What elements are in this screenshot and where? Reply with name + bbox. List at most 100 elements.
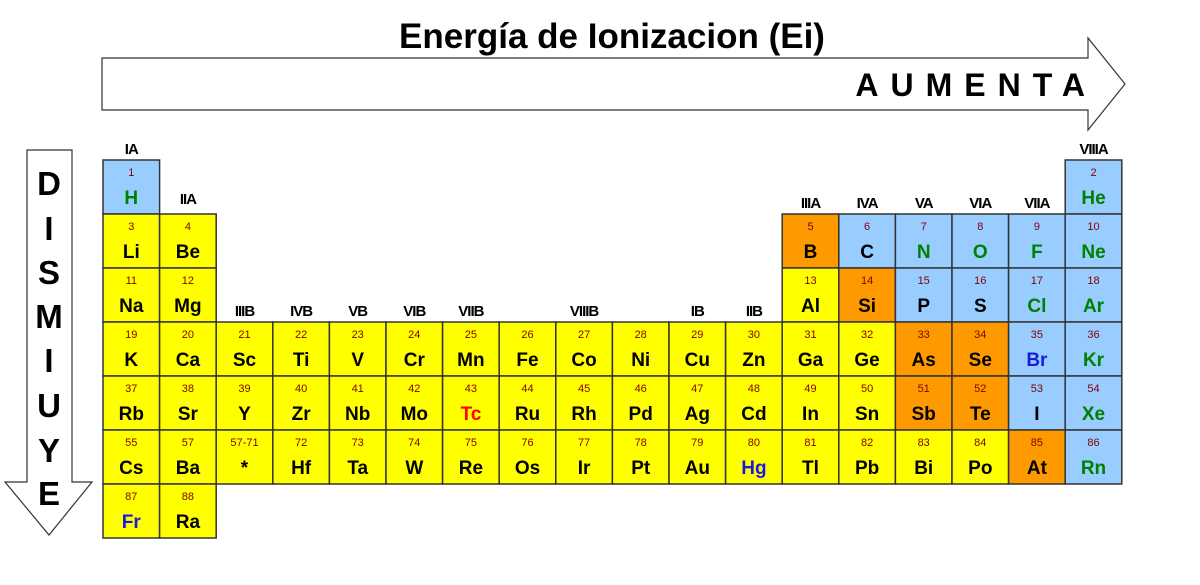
element-symbol: Al [801,296,820,317]
element-symbol: N [917,242,931,263]
element-cell [838,267,897,323]
element-symbol: P [917,296,930,317]
element-cell [328,429,387,485]
element-symbol: Ne [1081,242,1105,263]
element-symbol: Pt [631,458,651,479]
group-label: VIB [403,303,426,320]
element-symbol: Ba [176,458,201,479]
element-cell [894,321,953,377]
element-symbol: Ra [176,512,201,533]
atomic-number: 3 [128,221,134,233]
atomic-number: 20 [182,329,194,341]
element-cell [1064,321,1123,377]
element-symbol: Cs [119,458,143,479]
element-cell [102,321,161,377]
vertical-letter: S [38,254,60,291]
atomic-number: 51 [918,383,930,395]
atomic-number: 6 [864,221,870,233]
element-symbol: Cr [404,350,426,371]
element-cell [724,375,783,431]
atomic-number: 54 [1087,383,1099,395]
vertical-letter: U [37,387,61,424]
element-symbol: Tc [461,404,482,425]
atomic-number: 74 [408,437,420,449]
element-symbol: Co [571,350,596,371]
group-label: VIIA [1024,195,1050,212]
group-label: VB [348,303,368,320]
element-symbol: Bi [914,458,933,479]
element-symbol: Ca [176,350,201,371]
atomic-number: 13 [804,275,816,287]
atomic-number: 43 [465,383,477,395]
element-symbol: Rn [1081,458,1106,479]
element-cell [951,429,1010,485]
element-symbol: Se [969,350,992,371]
element-cell [611,429,670,485]
element-symbol: Os [515,458,540,479]
atomic-number: 57 [182,437,194,449]
atomic-number: 24 [408,329,420,341]
group-label: VIIIA [1079,141,1109,158]
element-symbol: Mg [174,296,201,317]
element-cell [1007,267,1066,323]
atomic-number: 87 [125,491,137,503]
element-symbol: Na [119,296,144,317]
element-cell [781,321,840,377]
group-label: VIIB [458,303,484,320]
element-symbol: Sr [178,404,199,425]
element-symbol: H [124,188,138,209]
element-cell [894,375,953,431]
atomic-number: 28 [635,329,647,341]
atomic-number: 82 [861,437,873,449]
atomic-number: 46 [635,383,647,395]
atomic-number: 21 [238,329,250,341]
element-symbol: * [241,458,249,479]
element-cell [441,429,500,485]
element-symbol: Ni [631,350,650,371]
element-cell [498,321,557,377]
vertical-letter: E [38,475,60,512]
element-symbol: Ag [685,404,710,425]
element-symbol: Po [968,458,992,479]
atomic-number: 36 [1087,329,1099,341]
atomic-number: 14 [861,275,873,287]
element-symbol: Sn [855,404,879,425]
group-label: VA [915,195,934,212]
element-symbol: Ar [1083,296,1105,317]
group-label: VIA [969,195,992,212]
group-label: VIIIB [570,303,600,320]
atomic-number: 23 [352,329,364,341]
element-symbol: Ir [578,458,591,479]
atomic-number: 57-71 [230,437,258,449]
element-symbol: Cu [685,350,710,371]
atomic-number: 42 [408,383,420,395]
element-cell [1007,321,1066,377]
element-cell [441,321,500,377]
element-symbol: In [802,404,819,425]
element-symbol: Be [176,242,200,263]
element-cell [272,321,331,377]
element-cell [328,321,387,377]
group-label: IIB [746,303,763,320]
atomic-number: 18 [1087,275,1099,287]
atomic-number: 39 [238,383,250,395]
element-symbol: Rb [119,404,144,425]
atomic-number: 25 [465,329,477,341]
group-label: IA [125,141,139,158]
vertical-letter: Y [38,432,60,469]
element-cell [498,429,557,485]
element-symbol: Pb [855,458,879,479]
atomic-number: 35 [1031,329,1043,341]
element-cell [668,321,727,377]
element-cell [668,375,727,431]
element-symbol: I [1034,404,1039,425]
element-cell [1064,159,1123,215]
element-symbol: O [973,242,988,263]
element-cell [215,429,274,485]
element-cell [158,321,217,377]
element-cell [272,429,331,485]
element-symbol: Mo [401,404,428,425]
atomic-number: 50 [861,383,873,395]
vertical-letter: M [35,298,63,335]
